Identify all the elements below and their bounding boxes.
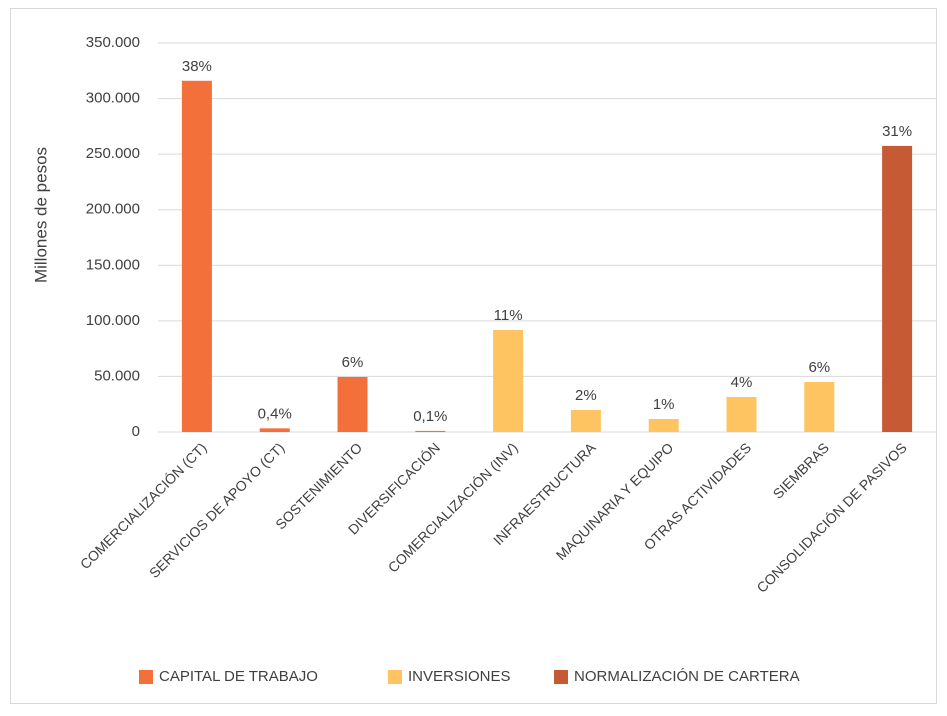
bar [648,418,679,432]
y-tick-label: 150.000 [86,256,140,273]
y-tick-label: 300.000 [86,90,140,107]
data-label: 4% [731,374,753,391]
bar [259,428,290,432]
bar [337,376,368,432]
bar [882,145,913,433]
legend-label: INVERSIONES [408,668,511,685]
legend-swatch [139,670,153,684]
bar [493,329,524,432]
y-tick-label: 200.000 [86,201,140,218]
bar [804,381,835,432]
legend-swatch [554,670,568,684]
legend-swatch [388,670,402,684]
bar [181,80,212,432]
data-label: 6% [808,359,830,376]
data-label: 6% [342,354,364,371]
bar [570,409,601,432]
bar [415,430,446,432]
data-label: 11% [494,307,523,324]
data-label: 31% [882,123,912,140]
data-label: 0,1% [413,408,447,425]
y-tick-label: 350.000 [86,34,140,51]
y-tick-label: 50.000 [94,367,140,384]
data-label: 38% [182,58,212,75]
chart-frame [10,8,937,704]
y-tick-label: 250.000 [86,145,140,162]
y-tick-label: 100.000 [86,312,140,329]
bar [726,396,757,432]
y-tick-label: 0 [132,423,140,440]
legend-label: CAPITAL DE TRABAJO [159,668,318,685]
data-label: 1% [653,396,675,413]
legend-label: NORMALIZACIÓN DE CARTERA [574,668,800,685]
y-axis-label: Millones de pesos [31,147,50,283]
data-label: 0,4% [258,405,292,422]
data-label: 2% [575,387,597,404]
